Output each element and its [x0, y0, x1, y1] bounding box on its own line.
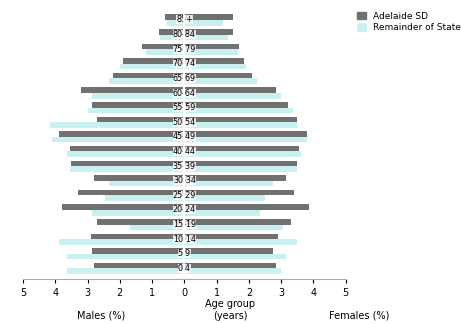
Text: Males (%): Males (%): [77, 311, 125, 321]
Bar: [67, 268, 184, 274]
Bar: [92, 248, 184, 254]
Bar: [92, 93, 184, 98]
Bar: [97, 117, 184, 122]
Text: 85+: 85+: [176, 16, 193, 24]
Bar: [184, 234, 278, 239]
Bar: [123, 58, 184, 64]
Bar: [184, 14, 233, 20]
Bar: [109, 78, 184, 84]
Bar: [184, 254, 286, 259]
Bar: [142, 44, 184, 49]
Text: Females (%): Females (%): [330, 311, 390, 321]
Bar: [130, 225, 184, 230]
Bar: [184, 190, 294, 195]
Bar: [78, 190, 184, 195]
Text: 10-14: 10-14: [173, 235, 196, 244]
Bar: [184, 20, 223, 26]
Text: 60-64: 60-64: [173, 88, 196, 98]
Bar: [92, 210, 184, 215]
Bar: [184, 268, 281, 274]
Bar: [105, 195, 184, 201]
Bar: [184, 49, 238, 55]
Bar: [59, 131, 184, 137]
Bar: [52, 137, 184, 143]
Bar: [70, 146, 184, 152]
Bar: [59, 239, 184, 245]
Bar: [165, 14, 184, 20]
Bar: [184, 131, 307, 137]
Bar: [94, 175, 184, 181]
Bar: [94, 263, 184, 268]
Bar: [184, 102, 288, 108]
Bar: [184, 137, 307, 143]
Bar: [92, 102, 184, 108]
Text: 15-19: 15-19: [173, 220, 196, 229]
Bar: [184, 117, 297, 122]
Bar: [184, 161, 297, 166]
Bar: [159, 29, 184, 35]
Text: 65-69: 65-69: [173, 74, 196, 83]
Bar: [184, 93, 281, 98]
Bar: [184, 210, 260, 215]
Text: 55-59: 55-59: [173, 103, 196, 112]
Text: 30-34: 30-34: [173, 176, 196, 185]
Bar: [184, 225, 283, 230]
Bar: [62, 204, 184, 210]
Bar: [184, 122, 297, 128]
Bar: [88, 108, 184, 113]
Bar: [97, 219, 184, 225]
Bar: [184, 35, 228, 40]
Text: 0-4: 0-4: [178, 264, 191, 273]
Text: 45-49: 45-49: [173, 133, 196, 141]
Bar: [184, 29, 233, 35]
Text: 25-29: 25-29: [173, 191, 196, 200]
Text: 5-9: 5-9: [178, 249, 191, 258]
Text: 70-74: 70-74: [173, 59, 196, 68]
Bar: [184, 181, 273, 186]
Bar: [184, 219, 291, 225]
Bar: [184, 204, 309, 210]
Bar: [184, 175, 286, 181]
Bar: [184, 64, 246, 69]
Bar: [81, 87, 184, 93]
Bar: [113, 73, 184, 78]
Bar: [184, 108, 293, 113]
Text: 20-24: 20-24: [173, 205, 196, 214]
Text: 75-79: 75-79: [173, 45, 196, 54]
Bar: [160, 35, 184, 40]
Bar: [50, 122, 184, 128]
Bar: [184, 248, 273, 254]
Bar: [184, 73, 252, 78]
Bar: [184, 263, 276, 268]
Bar: [120, 64, 184, 69]
Text: 35-39: 35-39: [173, 162, 196, 171]
Bar: [67, 254, 184, 259]
Legend: Adelaide SD, Remainder of State: Adelaide SD, Remainder of State: [355, 9, 461, 35]
Text: 50-54: 50-54: [173, 118, 196, 127]
Bar: [184, 44, 239, 49]
Bar: [184, 146, 299, 152]
Bar: [184, 152, 301, 157]
Bar: [167, 20, 184, 26]
Text: 80-84: 80-84: [173, 30, 196, 39]
Bar: [184, 166, 297, 172]
Text: Age group
(years): Age group (years): [206, 299, 255, 321]
Bar: [184, 87, 276, 93]
Bar: [91, 234, 184, 239]
Bar: [70, 166, 184, 172]
Bar: [184, 78, 257, 84]
Bar: [71, 161, 184, 166]
Bar: [184, 195, 265, 201]
Text: 40-44: 40-44: [173, 147, 196, 156]
Bar: [67, 152, 184, 157]
Bar: [184, 239, 297, 245]
Bar: [146, 49, 184, 55]
Bar: [109, 181, 184, 186]
Bar: [184, 58, 244, 64]
